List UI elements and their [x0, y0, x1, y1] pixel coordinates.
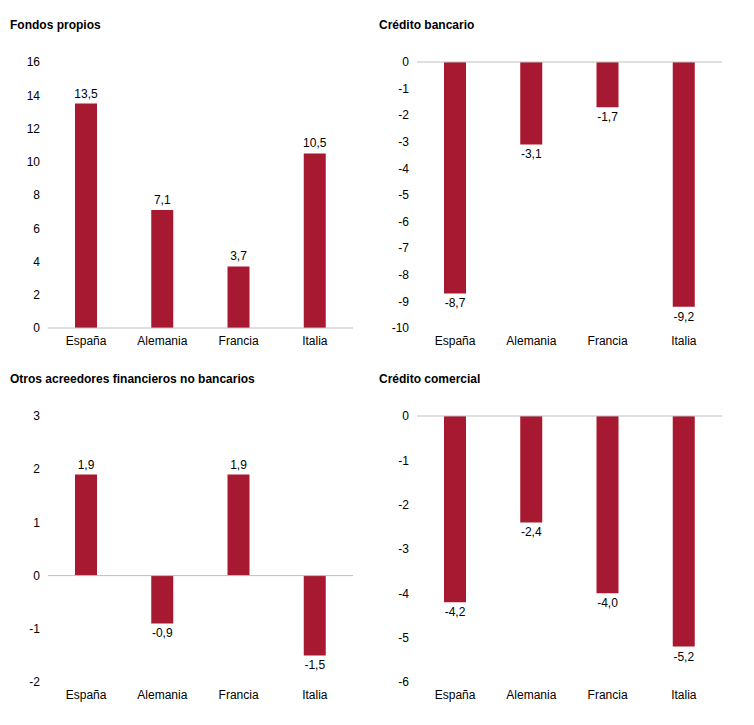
svg-text:-1,7: -1,7	[597, 110, 618, 124]
svg-text:-8,7: -8,7	[445, 296, 466, 310]
svg-text:-1: -1	[29, 622, 40, 636]
svg-text:1,9: 1,9	[78, 458, 95, 472]
svg-text:-2,4: -2,4	[521, 525, 542, 539]
svg-text:Italia: Italia	[302, 688, 328, 702]
svg-text:-4: -4	[398, 587, 409, 601]
svg-text:7,1: 7,1	[154, 193, 171, 207]
svg-text:10: 10	[27, 155, 41, 169]
svg-text:1,9: 1,9	[230, 458, 247, 472]
svg-text:-3,1: -3,1	[521, 147, 542, 161]
svg-text:12: 12	[27, 122, 41, 136]
svg-text:España: España	[435, 334, 476, 348]
svg-text:-9: -9	[398, 295, 409, 309]
svg-text:Italia: Italia	[302, 334, 328, 348]
svg-text:-3: -3	[398, 542, 409, 556]
svg-text:Italia: Italia	[671, 688, 697, 702]
svg-text:España: España	[435, 688, 476, 702]
html-text:Otros acreedores financieros n: Otros acreedores financieros no bancario…	[10, 372, 255, 386]
svg-text:-0,9: -0,9	[152, 626, 173, 640]
svg-text:-5,2: -5,2	[673, 650, 694, 664]
svg-text:-1: -1	[398, 82, 409, 96]
svg-text:-1: -1	[398, 454, 409, 468]
svg-text:España: España	[66, 334, 107, 348]
svg-text:-2: -2	[398, 498, 409, 512]
svg-text:1: 1	[33, 516, 40, 530]
svg-text:3,7: 3,7	[230, 249, 247, 263]
svg-text:-9,2: -9,2	[673, 310, 694, 324]
svg-text:-3: -3	[398, 135, 409, 149]
svg-text:Francia: Francia	[588, 334, 628, 348]
svg-text:6: 6	[33, 222, 40, 236]
svg-text:0: 0	[33, 569, 40, 583]
svg-text:Alemania: Alemania	[137, 688, 187, 702]
svg-text:-5: -5	[398, 631, 409, 645]
svg-text:10,5: 10,5	[303, 136, 327, 150]
svg-text:16: 16	[27, 55, 41, 69]
svg-text:Alemania: Alemania	[137, 334, 187, 348]
svg-text:-4: -4	[398, 162, 409, 176]
svg-text:-8: -8	[398, 268, 409, 282]
svg-text:2: 2	[33, 288, 40, 302]
svg-text:3: 3	[33, 409, 40, 423]
svg-text:Italia: Italia	[671, 334, 697, 348]
svg-text:-6: -6	[398, 675, 409, 689]
svg-text:Alemania: Alemania	[506, 334, 556, 348]
svg-text:Francia: Francia	[219, 688, 259, 702]
svg-text:-5: -5	[398, 188, 409, 202]
svg-text:-2: -2	[398, 108, 409, 122]
svg-text:-1,5: -1,5	[304, 658, 325, 672]
html-text:Fondos propios: Fondos propios	[10, 18, 101, 32]
svg-text:-4,0: -4,0	[597, 596, 618, 610]
svg-text:Alemania: Alemania	[506, 688, 556, 702]
svg-text:8: 8	[33, 188, 40, 202]
svg-text:-6: -6	[398, 215, 409, 229]
svg-text:-10: -10	[392, 321, 410, 335]
svg-text:0: 0	[402, 55, 409, 69]
svg-text:13,5: 13,5	[74, 87, 98, 101]
svg-text:0: 0	[33, 321, 40, 335]
svg-text:-2: -2	[29, 675, 40, 689]
svg-text:14: 14	[27, 89, 41, 103]
html-text:Crédito bancario: Crédito bancario	[379, 18, 475, 32]
html-text:Crédito comercial: Crédito comercial	[379, 372, 481, 386]
svg-text:Francia: Francia	[588, 688, 628, 702]
svg-text:-7: -7	[398, 241, 409, 255]
svg-text:2: 2	[33, 462, 40, 476]
svg-text:-4,2: -4,2	[445, 605, 466, 619]
svg-text:0: 0	[402, 409, 409, 423]
svg-text:4: 4	[33, 255, 40, 269]
svg-text:Francia: Francia	[219, 334, 259, 348]
svg-text:España: España	[66, 688, 107, 702]
